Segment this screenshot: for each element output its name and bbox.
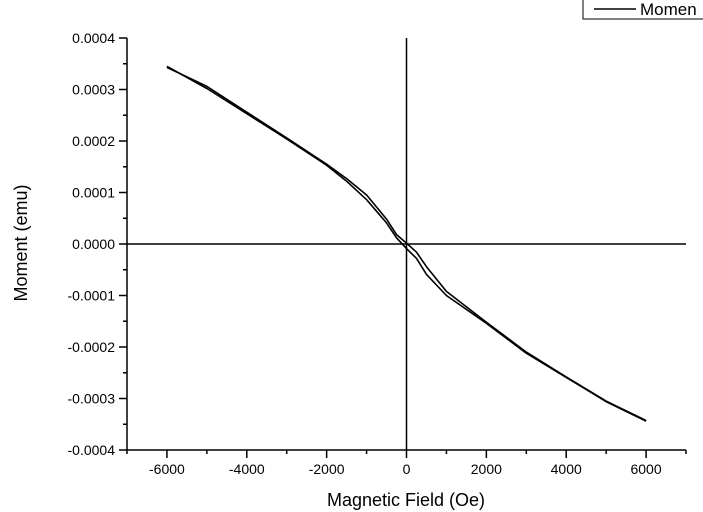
y-tick-label: 0.0002: [72, 133, 115, 149]
x-axis-ticks: -6000 -4000 -2000 0 2000 4000 6000: [126, 450, 687, 477]
series-line-0: [166, 66, 647, 422]
x-tick-label: -4000: [229, 461, 265, 477]
x-tick-label: 4000: [551, 461, 582, 477]
x-tick-label: 2000: [471, 461, 502, 477]
y-axis-ticks: -0.0004 -0.0003 -0.0002 -0.0001 0.0000 0.0001…: [68, 30, 127, 458]
y-tick-label: 0.0004: [72, 30, 115, 46]
legend-label: Momen: [640, 0, 697, 19]
legend-box: [582, 0, 703, 20]
x-axis-title: Magnetic Field (Oe): [327, 490, 485, 510]
y-tick-label: -0.0003: [68, 391, 116, 407]
series-line-1: [166, 65, 647, 422]
legend: Momen: [582, 0, 703, 20]
y-tick-label: 0.0003: [72, 82, 115, 98]
y-tick-label: 0.0000: [72, 236, 115, 252]
y-tick-label: -0.0004: [68, 442, 116, 458]
x-tick-label: -6000: [149, 461, 185, 477]
x-tick-label: -2000: [309, 461, 345, 477]
series-layer: [166, 65, 647, 422]
x-tick-label: 6000: [630, 461, 661, 477]
y-tick-label: -0.0001: [68, 288, 116, 304]
y-axis-title: Moment (emu): [11, 184, 31, 301]
x-tick-label: 0: [403, 461, 411, 477]
y-tick-label: 0.0001: [72, 185, 115, 201]
y-tick-label: -0.0002: [68, 339, 116, 355]
